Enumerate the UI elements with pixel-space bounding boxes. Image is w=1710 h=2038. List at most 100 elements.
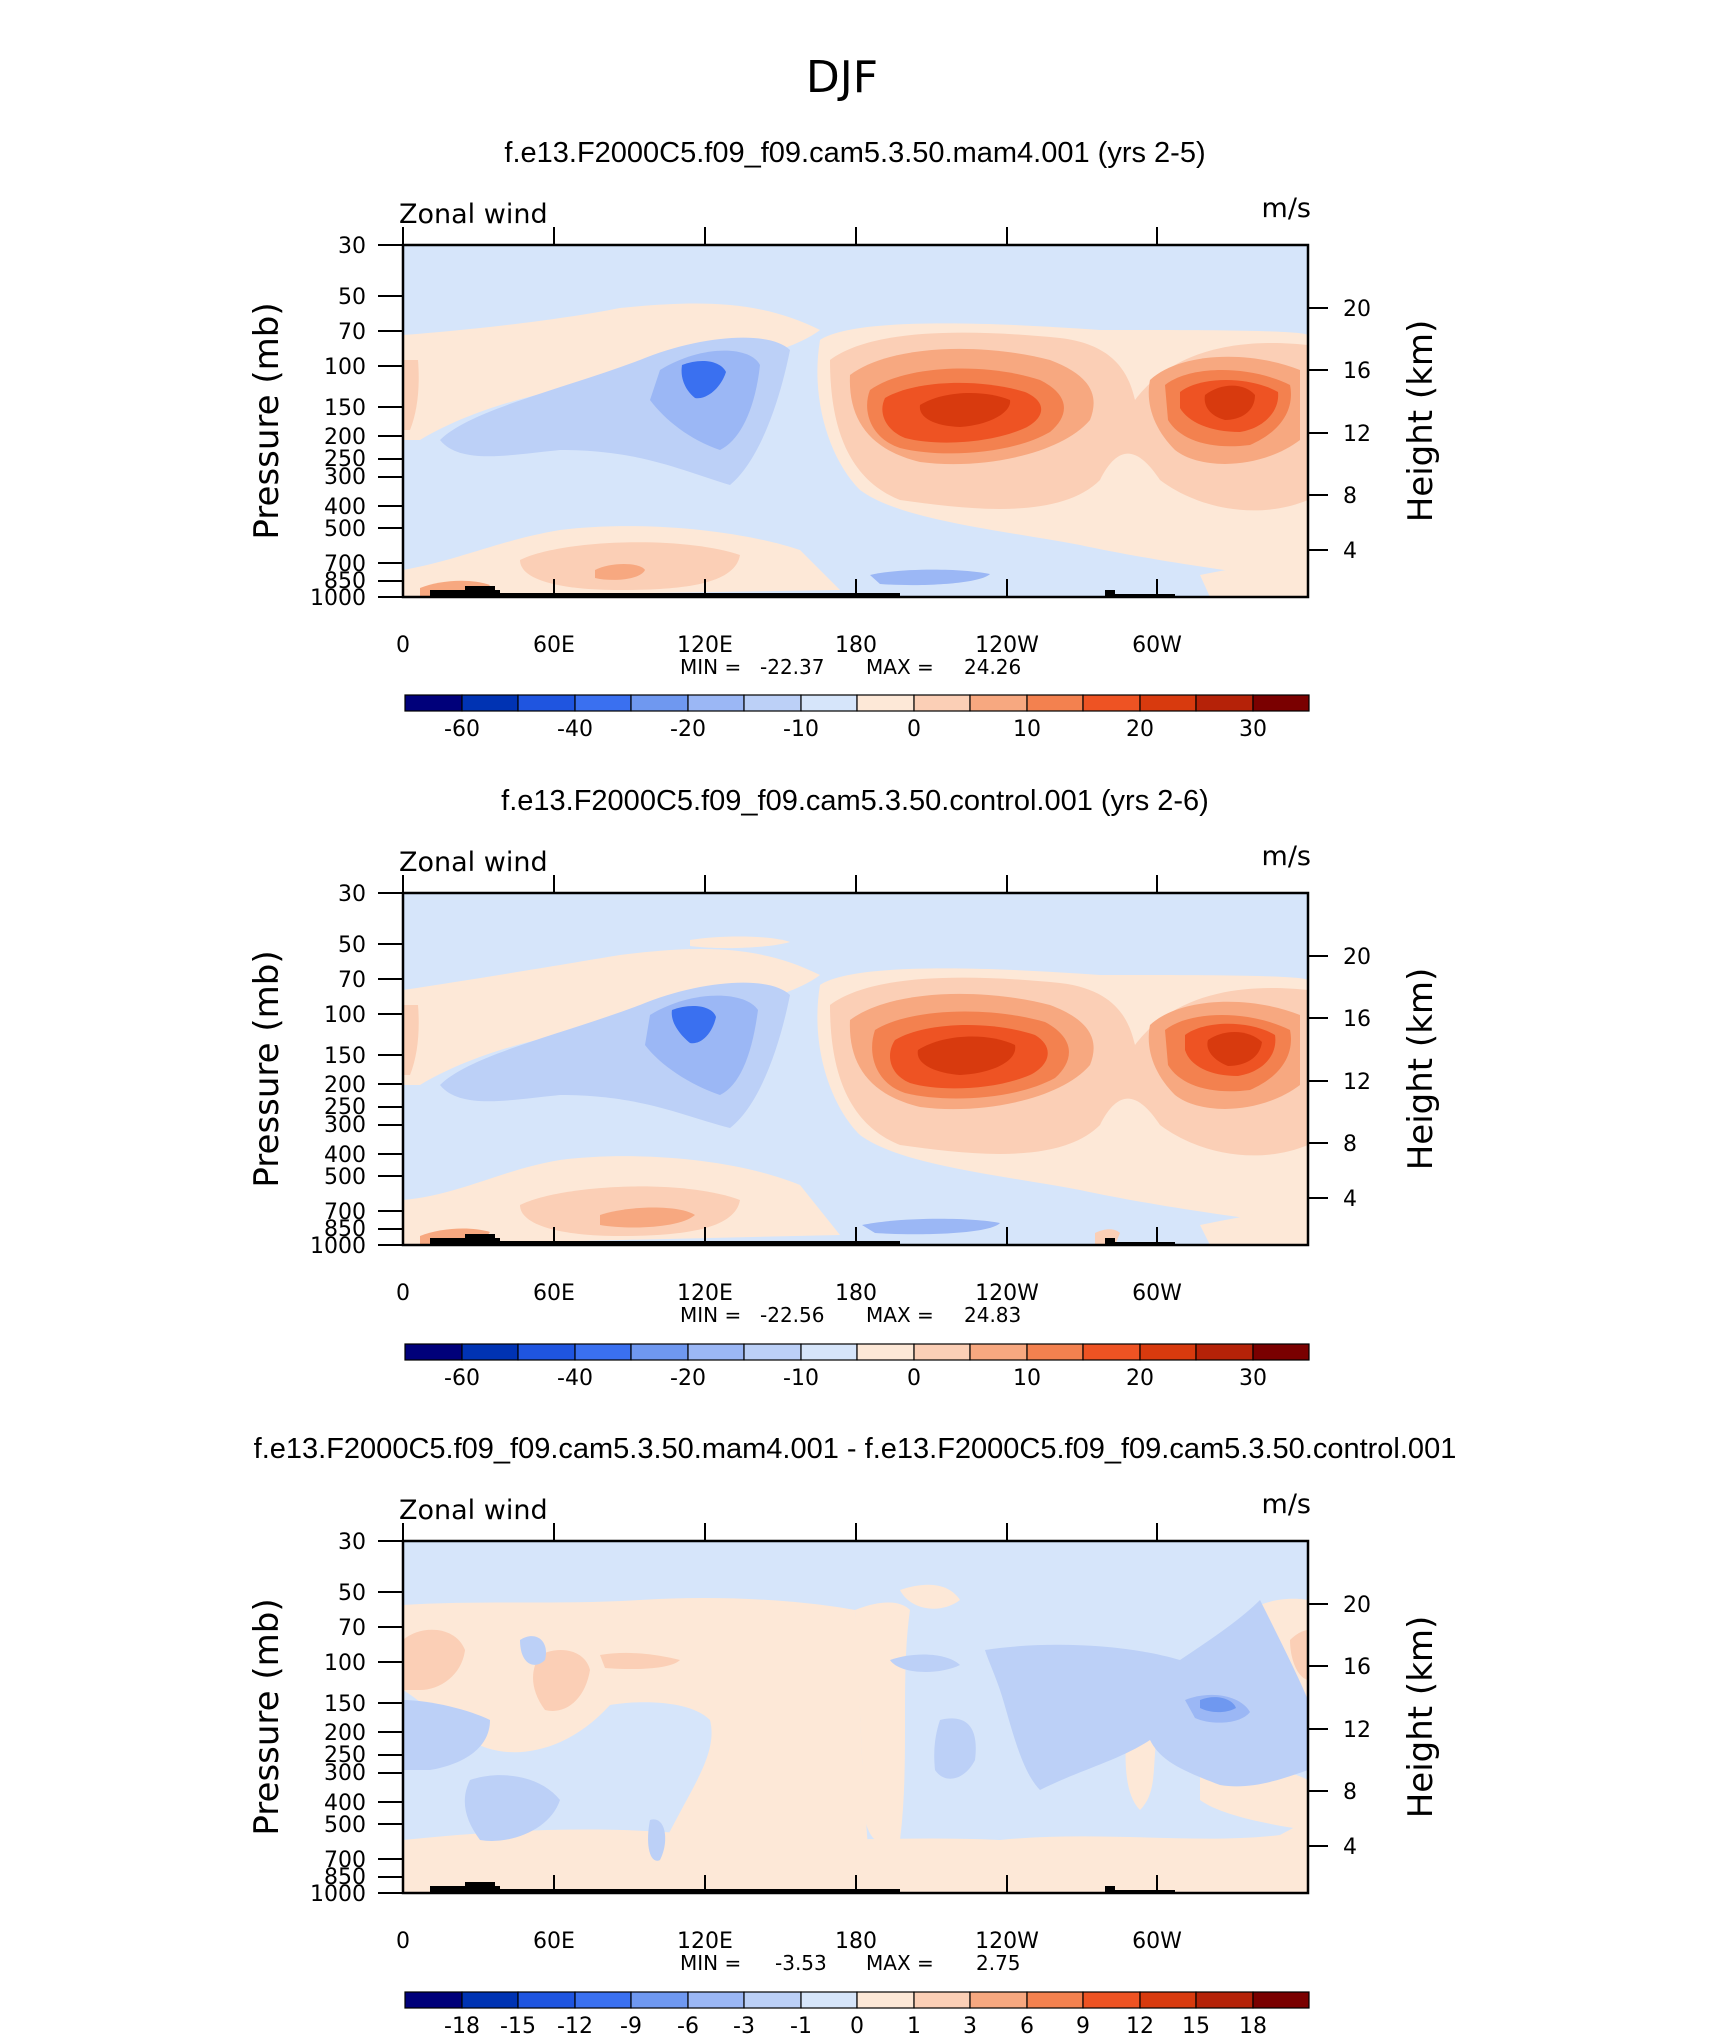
x-tick-label: 180 <box>835 1281 877 1306</box>
colorbar-label: 15 <box>1182 2014 1210 2038</box>
colorbar-label: 0 <box>907 717 921 742</box>
colorbar-label: 20 <box>1126 1366 1154 1391</box>
y-tick-label: 250 <box>324 447 366 472</box>
colorbar-segment <box>1195 1343 1254 1361</box>
min-value: -3.53 <box>775 1951 827 1975</box>
y-tick-label: 300 <box>324 465 366 490</box>
colorbar-segment <box>687 1343 745 1361</box>
y2-tick-label: 8 <box>1343 1132 1357 1157</box>
topography <box>1115 1242 1175 1245</box>
contour-fill <box>403 1820 1308 1893</box>
y-tick-label: 500 <box>324 1813 366 1838</box>
y2-tick-label: 4 <box>1343 539 1357 564</box>
y-tick-label: 50 <box>338 1581 366 1606</box>
y2-ticks <box>1308 1603 1328 1847</box>
colorbar-labels: -60 -40 -20 -10 0 10 20 30 <box>444 717 1267 742</box>
colorbar-label: 0 <box>850 2014 864 2038</box>
x-tick-label: 120E <box>677 1929 733 1954</box>
field-label: Zonal wind <box>399 847 548 878</box>
topography <box>1105 1886 1115 1893</box>
y-axis-label: Pressure (mb) <box>247 950 287 1187</box>
y-tick-label: 850 <box>324 1865 366 1890</box>
topography <box>500 1241 900 1245</box>
colorbar-label: 10 <box>1013 1366 1041 1391</box>
colorbar-segment <box>1139 694 1197 712</box>
contour-fill <box>403 1598 870 1879</box>
colorbar-segment <box>517 1343 576 1361</box>
y2-tick-labels: 20 16 12 8 4 <box>1343 945 1371 1212</box>
y2-tick-label: 8 <box>1343 1780 1357 1805</box>
colorbar-segment <box>404 1343 463 1361</box>
x-ticks <box>402 227 1158 597</box>
min-label: MIN = <box>680 655 741 679</box>
y2-tick-label: 16 <box>1343 1007 1371 1032</box>
colorbar-segment <box>517 1991 576 2009</box>
x-tick-labels: 0 60E 120E 180 120W 60W <box>396 633 1182 658</box>
y-tick-label: 500 <box>324 517 366 542</box>
colorbar-label: -40 <box>557 1366 593 1391</box>
x-tick-label: 60E <box>533 1281 575 1306</box>
y-tick-label: 100 <box>324 1651 366 1676</box>
y-tick-label: 30 <box>338 1530 366 1555</box>
max-value: 24.26 <box>964 655 1021 679</box>
colorbar-segment <box>969 694 1028 712</box>
page-title: DJF <box>806 52 878 103</box>
y-ticks <box>378 244 403 598</box>
min-max: MIN = -22.56 MAX = 24.83 <box>680 1303 1021 1327</box>
colorbar-segment <box>1026 1991 1084 2009</box>
topography <box>1115 594 1175 597</box>
colorbar-segment <box>574 1343 632 1361</box>
max-label: MAX = <box>866 1951 934 1975</box>
y-tick-label: 700 <box>324 552 366 577</box>
max-value: 24.83 <box>964 1303 1021 1327</box>
colorbar-segment <box>913 1343 971 1361</box>
field-label: Zonal wind <box>399 1495 548 1526</box>
x-tick-label: 180 <box>835 633 877 658</box>
y-tick-label: 30 <box>338 234 366 259</box>
colorbar-segment <box>1082 1991 1141 2009</box>
y2-tick-label: 4 <box>1343 1187 1357 1212</box>
y-tick-label: 150 <box>324 1692 366 1717</box>
contour-field <box>403 893 1308 1245</box>
colorbar-segment <box>743 694 802 712</box>
colorbar-label: -3 <box>733 2014 755 2038</box>
panel-2: f.e13.F2000C5.f09_f09.cam5.3.50.control.… <box>247 785 1441 1391</box>
colorbar-segment <box>687 694 745 712</box>
contour-fill <box>648 1819 666 1861</box>
colorbar-label: -20 <box>670 1366 706 1391</box>
x-tick-label: 0 <box>396 1929 410 1954</box>
colorbar-segment <box>913 1991 971 2009</box>
y-tick-label: 150 <box>324 1044 366 1069</box>
colorbar-segment <box>969 1991 1028 2009</box>
colorbar <box>404 694 1310 712</box>
panel-1: f.e13.F2000C5.f09_f09.cam5.3.50.mam4.001… <box>247 137 1441 742</box>
y-tick-label: 400 <box>324 1791 366 1816</box>
colorbar-label: -20 <box>670 717 706 742</box>
units-label: m/s <box>1262 1489 1311 1520</box>
contour-fill <box>934 1718 976 1779</box>
colorbar <box>404 1991 1310 2009</box>
x-tick-label: 60W <box>1132 633 1182 658</box>
contour-fill <box>464 1775 560 1841</box>
y2-axis-label: Height (km) <box>1401 1616 1441 1819</box>
y2-tick-label: 20 <box>1343 945 1371 970</box>
topography <box>465 1234 495 1245</box>
colorbar-label: 9 <box>1076 2014 1090 2038</box>
colorbar-segment <box>517 694 576 712</box>
colorbar-segment <box>630 1343 689 1361</box>
contour-field <box>403 245 1308 597</box>
min-label: MIN = <box>680 1951 741 1975</box>
topography <box>1115 1890 1175 1893</box>
colorbar-segment <box>1195 1991 1254 2009</box>
y-tick-labels: 30 50 70 100 150 200 250 300 400 500 700… <box>310 882 366 1259</box>
panel-title: f.e13.F2000C5.f09_f09.cam5.3.50.mam4.001… <box>254 1433 1457 1465</box>
y-tick-label: 700 <box>324 1848 366 1873</box>
x-tick-label: 60E <box>533 633 575 658</box>
field-label: Zonal wind <box>399 199 548 230</box>
x-tick-label: 120E <box>677 1281 733 1306</box>
contour-fill <box>600 1652 680 1670</box>
y2-tick-label: 12 <box>1343 1070 1371 1095</box>
y2-tick-label: 8 <box>1343 484 1357 509</box>
contour-fill <box>690 936 790 949</box>
y-tick-label: 200 <box>324 1073 366 1098</box>
